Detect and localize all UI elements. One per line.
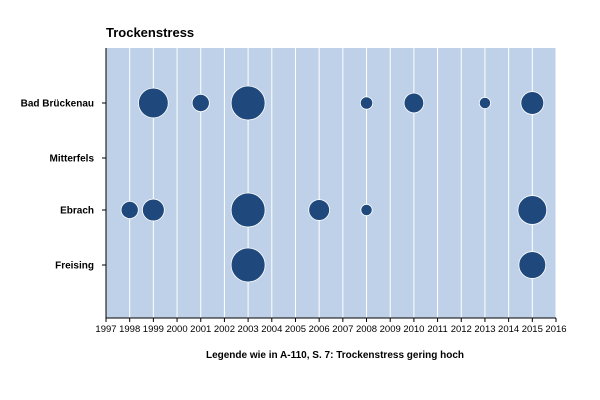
bubble-freising-2003 [230,247,266,283]
x-tick-label-2003: 2003 [238,324,259,335]
x-axis-labels: 1997 1998 1999 2000 2001 2002 2003 2004 2005 2006… [95,324,566,335]
x-tick-label-2006: 2006 [309,324,330,335]
bubble-bad-brückenau-1999 [138,87,169,119]
x-tick-label-2000: 2000 [166,324,187,335]
bubble-ebrach-2006 [308,199,330,221]
y-label-2: Ebrach [60,206,94,217]
x-tick-label-2007: 2007 [332,324,353,335]
y-label-3: Freising [55,261,94,272]
plot-area [102,48,557,322]
y-axis-labels: Bad Brückenau Mitterfels Ebrach Freising [21,99,95,272]
bubble-bad-brückenau-2008 [359,96,374,110]
bubbles [120,85,548,283]
x-tick-label-2005: 2005 [285,324,306,335]
x-tick-label-2002: 2002 [214,324,235,335]
bubble-ebrach-1998 [120,200,139,220]
x-tick-label-1998: 1998 [119,324,140,335]
x-tick-label-2001: 2001 [190,324,211,335]
x-tick-label-2012: 2012 [451,324,472,335]
bubble-bad-brückenau-2013 [478,96,492,110]
x-tick-label-2010: 2010 [403,324,424,335]
y-label-1: Mitterfels [50,154,95,165]
x-tick-label-2004: 2004 [261,324,282,335]
x-tick-label-2008: 2008 [356,324,377,335]
bubble-ebrach-2008 [360,203,373,217]
x-tick-label-1997: 1997 [95,324,116,335]
x-tick-label-2013: 2013 [474,324,495,335]
bubble-bad-brückenau-2001 [191,93,210,113]
x-tick-label-2011: 2011 [427,324,447,335]
plot-background [106,48,556,318]
bubble-ebrach-2015 [517,195,548,225]
legend-caption: Legende wie in A-110, S. 7: Trockenstres… [206,350,464,361]
bubble-bad-brückenau-2003 [230,85,266,121]
bubble-ebrach-2003 [230,192,266,228]
x-tick-label-2015: 2015 [522,324,543,335]
x-tick-label-1999: 1999 [143,324,164,335]
bubble-ebrach-1999 [142,198,165,222]
x-tick-label-2016: 2016 [545,324,566,335]
x-tick-label-2014: 2014 [498,324,519,335]
bubble-bad-brückenau-2015 [520,91,545,115]
y-label-0: Bad Brückenau [21,99,94,110]
chart-title: Trockenstress [106,25,194,40]
x-tick-label-2009: 2009 [380,324,401,335]
bubble-bad-brückenau-2010 [403,92,425,114]
bubble-freising-2015 [518,251,547,279]
